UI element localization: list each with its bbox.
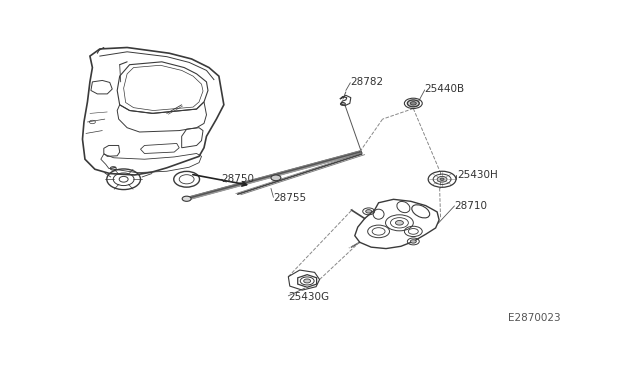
Text: 25430G: 25430G [288,292,330,302]
Circle shape [440,178,444,180]
Circle shape [408,100,419,107]
Text: 28782: 28782 [350,77,383,87]
Text: 25440B: 25440B [425,84,465,94]
Text: 28710: 28710 [454,202,488,211]
Circle shape [340,103,346,105]
Text: 25430H: 25430H [457,170,498,180]
Circle shape [271,175,281,181]
Text: 28750: 28750 [221,174,254,184]
Circle shape [437,176,447,182]
Circle shape [410,240,416,243]
Circle shape [182,196,191,201]
Circle shape [396,221,403,225]
Text: E2870023: E2870023 [509,313,561,323]
Circle shape [365,210,372,213]
Text: 28755: 28755 [273,193,307,203]
Circle shape [304,279,310,283]
Circle shape [410,102,416,105]
